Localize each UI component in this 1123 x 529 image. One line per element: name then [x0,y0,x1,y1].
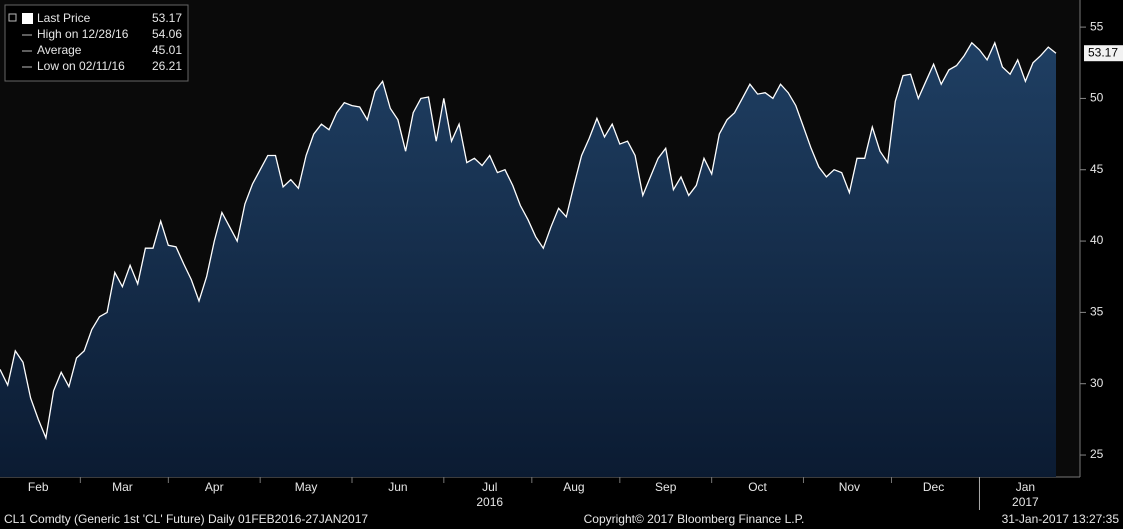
x-tick-label: Oct [748,480,767,494]
x-tick-label: Sep [655,480,677,494]
legend-label: Average [37,43,82,57]
x-tick-label: Mar [112,480,133,494]
y-tick-label: 40 [1090,233,1104,247]
year-label: 2016 [476,495,503,509]
footer-left: CL1 Comdty (Generic 1st 'CL' Future) Dai… [4,512,368,526]
legend-toggle [8,13,17,22]
y-tick-label: 30 [1090,376,1104,390]
x-tick-label: May [295,480,318,494]
x-tick-label: Dec [923,480,944,494]
year-label: 2017 [1012,495,1039,509]
footer-center: Copyright© 2017 Bloomberg Finance L.P. [584,512,805,526]
y-tick-label: 50 [1090,91,1104,105]
legend-label: Low on 02/11/16 [37,59,125,73]
x-tick-label: Apr [205,480,224,494]
x-tick-label: Jan [1016,480,1035,494]
x-tick-label: Jun [388,480,407,494]
x-tick-label: Nov [839,480,860,494]
footer-right: 31-Jan-2017 13:27:35 [1002,512,1120,526]
price-line [0,40,1057,441]
y-tick-label: 55 [1090,19,1104,33]
area-fill [0,42,1056,478]
x-tick-label: Jul [482,480,497,494]
legend-value: 26.21 [152,59,182,73]
legend-value: 45.01 [152,43,182,57]
y-tick-label: 45 [1090,162,1104,176]
legend-value: 53.17 [152,11,182,25]
last-price-tag [1084,45,1123,62]
legend-box [4,4,189,82]
x-tick-label: Aug [563,480,584,494]
y-tick-label: 35 [1090,305,1104,319]
legend-label: Last Price [37,11,91,25]
last-price-tag-label: 53.17 [1088,45,1118,59]
legend-value: 54.06 [152,27,182,41]
legend-label: High on 12/28/16 [37,27,129,41]
x-tick-label: Feb [28,480,49,494]
y-tick-label: 25 [1090,447,1104,461]
legend-icon [22,13,33,24]
